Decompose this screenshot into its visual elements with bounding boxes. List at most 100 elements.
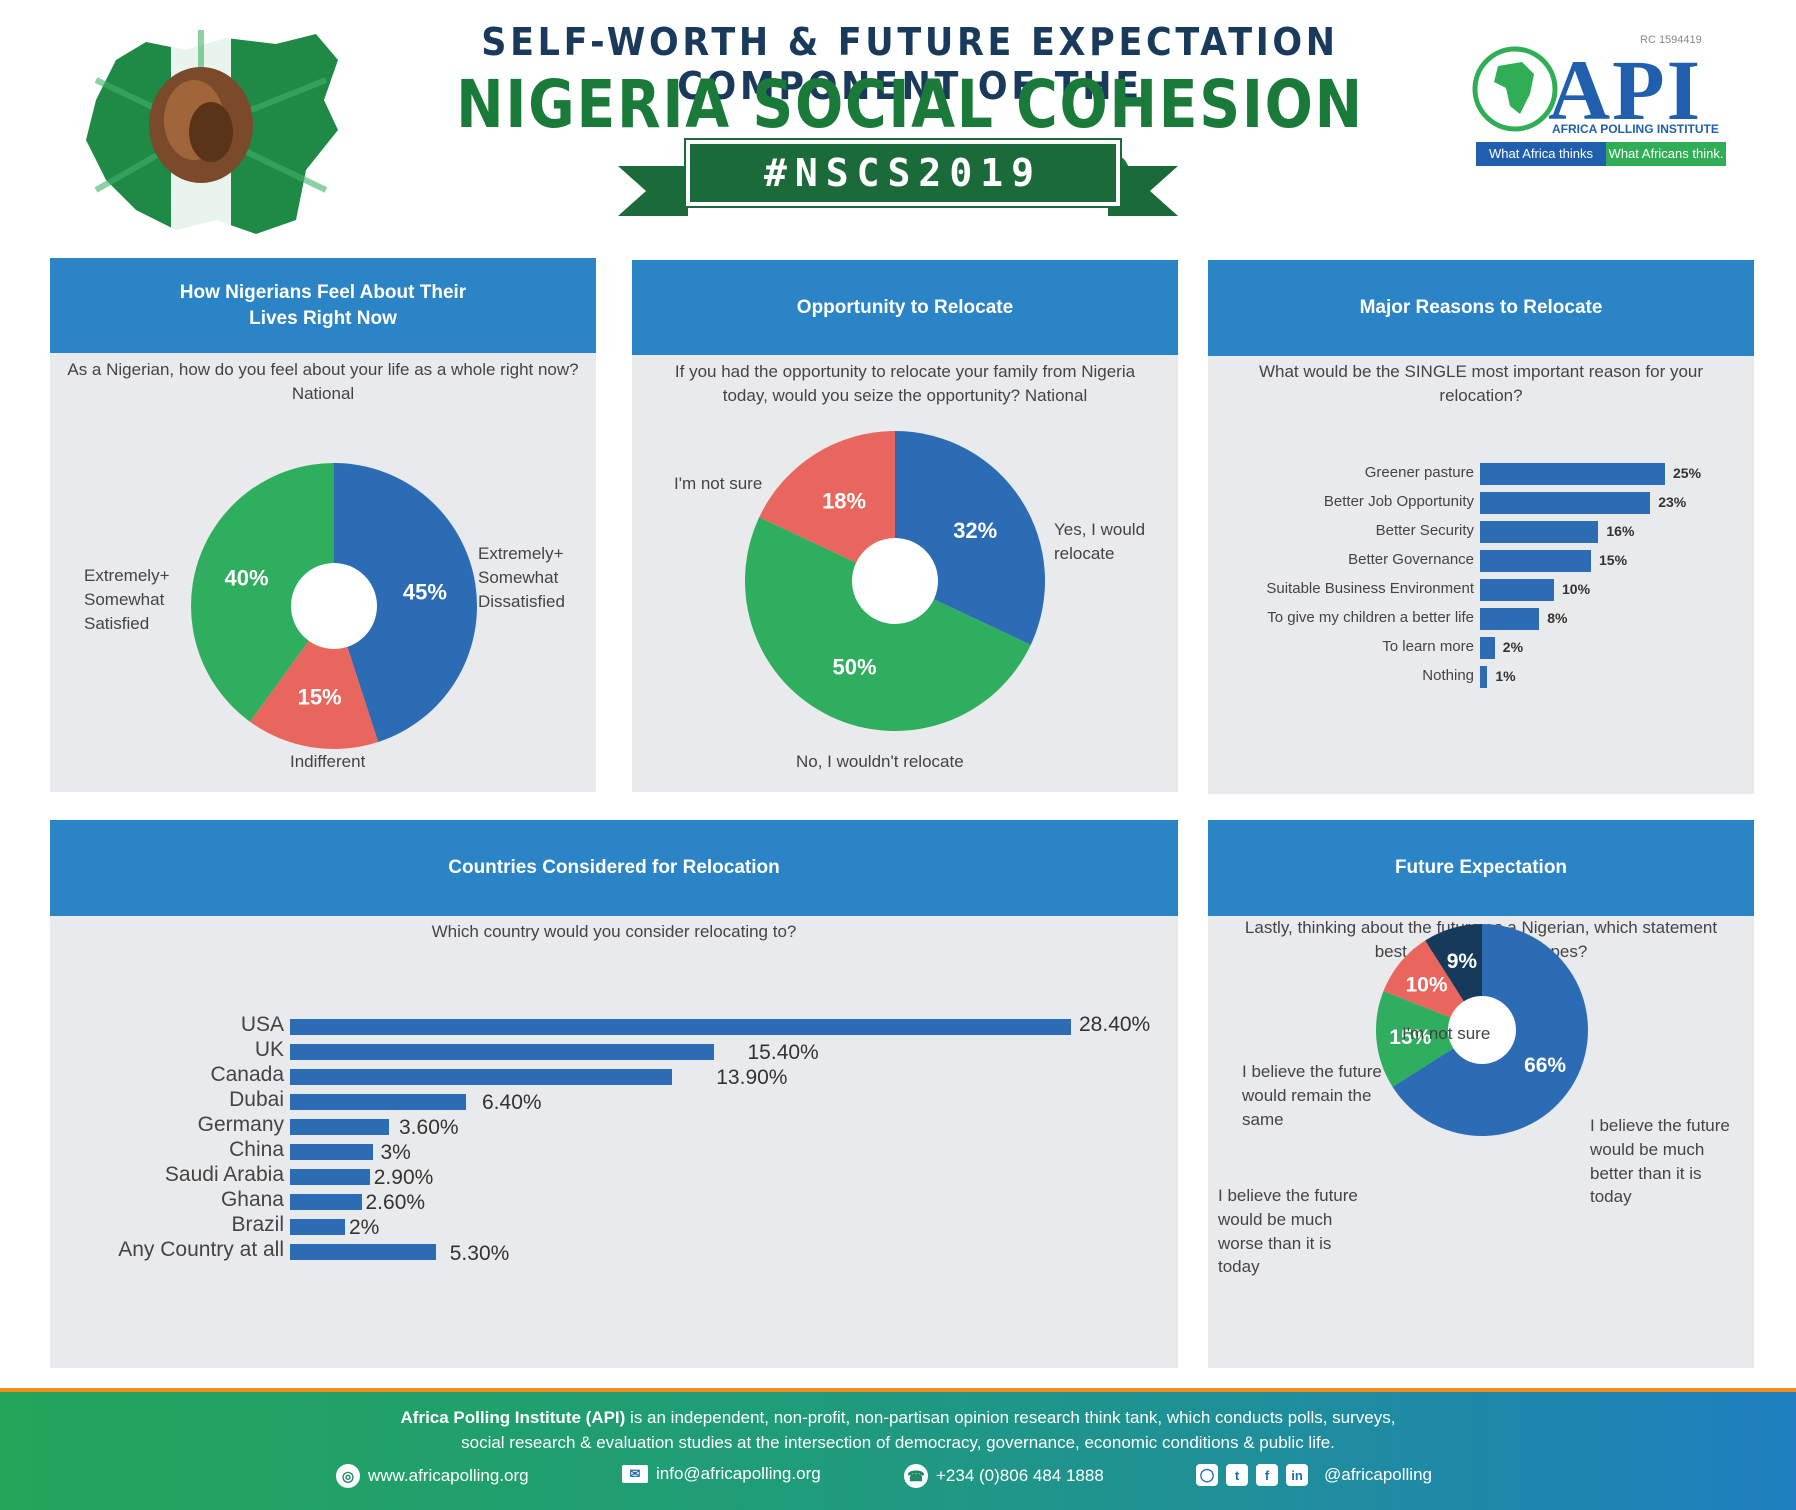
- donut-chart-relocate: 32% 50% 18%: [745, 431, 1045, 731]
- bar-category-label: Nothing: [1422, 667, 1474, 684]
- bar: [290, 1194, 362, 1210]
- bar-value-label: 2.90%: [373, 1166, 434, 1189]
- bar-value-label: 23%: [1658, 494, 1687, 510]
- pie-slice: [759, 431, 895, 581]
- panel-question: If you had the opportunity to relocate y…: [674, 362, 1136, 405]
- panel-question: What would be the SINGLE most important …: [1258, 362, 1704, 405]
- footer-description: Africa Polling Institute (API) is an ind…: [400, 1408, 1396, 1452]
- instagram-icon[interactable]: ◯: [1196, 1464, 1218, 1486]
- panel-life-feeling: How Nigerians Feel About Their Lives Righ…: [50, 258, 596, 792]
- bar: [290, 1069, 673, 1085]
- mail-icon: ✉: [622, 1465, 648, 1483]
- bar-value-label: 10%: [1562, 581, 1591, 597]
- bar-category-label: Any Country at all: [118, 1238, 284, 1261]
- panel-relocate-opportunity: Opportunity to Relocate If you had the o…: [632, 260, 1178, 792]
- slice-label: 50%: [833, 655, 877, 680]
- phone-icon: ☎: [904, 1464, 928, 1488]
- bar-category-label: China: [229, 1138, 284, 1161]
- nigeria-map-illustration: [86, 30, 338, 238]
- donut-hole: [1448, 996, 1516, 1064]
- pie-slice: [191, 463, 334, 722]
- bar: [1480, 521, 1599, 543]
- bar-value-label: 1%: [1495, 668, 1516, 684]
- bar: [290, 1019, 1071, 1035]
- bar: [1480, 637, 1495, 659]
- bar: [1480, 608, 1540, 630]
- bar-category-label: To give my children a better life: [1267, 609, 1474, 626]
- slice-label: 32%: [953, 518, 997, 543]
- logo-rc-number: RC 1594419: [1640, 34, 1702, 46]
- pie-slice: [334, 463, 477, 743]
- pie-slice: [249, 606, 379, 749]
- bar: [1480, 463, 1665, 485]
- logo-tagline-1: What Africa thinks: [1476, 142, 1606, 166]
- label-dissatisfied: Extremely+ Somewhat Dissatisfied: [478, 544, 565, 611]
- footer-website[interactable]: ◎ www.africapolling.org: [336, 1464, 529, 1488]
- bar: [1480, 550, 1591, 572]
- panel-title: Countries Considered for Relocation: [50, 820, 1178, 916]
- bar-category-label: To learn more: [1382, 638, 1474, 655]
- logo-api: API: [1548, 42, 1703, 138]
- label-not-sure: I'm not sure: [674, 474, 763, 493]
- bar-category-label: Saudi Arabia: [164, 1163, 284, 1186]
- label-yes-relocate: Yes, I would relocate: [1054, 520, 1146, 563]
- logo-institute-name: AFRICA POLLING INSTITUTE: [1552, 122, 1719, 136]
- donut-chart-life: 45% 15% 40%: [191, 463, 477, 749]
- bar-value-label: 3%: [380, 1141, 411, 1164]
- bar-chart-countries: USA 28.40% UK 15.40% Canada 13.90% Dubai 6.40% G…: [50, 820, 1178, 1368]
- footer-phone[interactable]: ☎ +234 (0)806 484 1888: [904, 1464, 1104, 1488]
- hashtag-label: #NSCS2019: [686, 140, 1120, 206]
- bar-category-label: Better Governance: [1348, 551, 1474, 568]
- panel-question: As a Nigerian, how do you feel about you…: [67, 360, 579, 403]
- pie-slice: [745, 517, 1031, 731]
- footer-email[interactable]: ✉ info@africapolling.org: [622, 1464, 821, 1484]
- slice-label: 9%: [1447, 950, 1478, 973]
- slice-label: 66%: [1524, 1054, 1566, 1077]
- panel-title: Major Reasons to Relocate: [1208, 260, 1754, 356]
- bar-value-label: 3.60%: [399, 1116, 459, 1139]
- slice-label: 10%: [1406, 973, 1448, 996]
- bar: [290, 1094, 466, 1110]
- bar: [1480, 492, 1651, 514]
- bar: [1480, 666, 1488, 688]
- bar-value-label: 15%: [1599, 552, 1628, 568]
- panel-question: Which country would you consider relocat…: [431, 922, 797, 941]
- header-subtitle: SELF-WORTH & FUTURE EXPECTATION COMPONEN…: [481, 20, 1339, 108]
- bar-value-label: 16%: [1606, 523, 1635, 539]
- bar: [290, 1169, 370, 1185]
- facebook-icon[interactable]: f: [1256, 1464, 1278, 1486]
- bar: [290, 1219, 345, 1235]
- bar-category-label: Dubai: [229, 1088, 284, 1111]
- label-indifferent: Indifferent: [290, 752, 366, 771]
- bar-category-label: UK: [254, 1038, 284, 1061]
- bar-category-label: Brazil: [231, 1213, 284, 1236]
- bar-value-label: 2.60%: [365, 1191, 426, 1214]
- bar-category-label: Germany: [197, 1113, 284, 1136]
- panel-reasons: Major Reasons to Relocate What would be …: [1208, 260, 1754, 794]
- bar-value-label: 8%: [1547, 610, 1568, 626]
- bar-value-label: 15.40%: [747, 1041, 819, 1064]
- footer: Africa Polling Institute (API) is an ind…: [0, 1388, 1796, 1510]
- bar-category-label: Better Job Opportunity: [1323, 493, 1474, 510]
- slice-label: 45%: [403, 579, 447, 604]
- bar: [290, 1119, 389, 1135]
- donut-chart-future: 66% 15% 10%9%: [1376, 924, 1588, 1136]
- footer-social[interactable]: ◯ t f in @africapolling: [1196, 1464, 1432, 1486]
- bar: [1480, 579, 1554, 601]
- bar: [290, 1244, 436, 1260]
- bar-category-label: Greener pasture: [1364, 464, 1474, 481]
- slice-label: 18%: [822, 488, 866, 513]
- donut-hole: [291, 563, 377, 649]
- label-not-sure: I'm not sure: [1402, 1024, 1491, 1043]
- slice-label: 40%: [224, 565, 268, 590]
- bar-value-label: 6.40%: [482, 1091, 542, 1114]
- panel-title: How Nigerians Feel About Their Lives Righ…: [50, 258, 596, 353]
- twitter-icon[interactable]: t: [1226, 1464, 1248, 1486]
- slice-label: 15%: [1389, 1026, 1431, 1049]
- bar-category-label: Canada: [210, 1063, 284, 1086]
- panel-countries: Countries Considered for Relocation Whic…: [50, 820, 1178, 1368]
- linkedin-icon[interactable]: in: [1286, 1464, 1308, 1486]
- bar-chart-reasons: Greener pasture 25% Better Job Opportunity…: [1208, 260, 1754, 794]
- panel-future: Future Expectation Lastly, thinking abou…: [1208, 820, 1754, 1368]
- globe-icon: ◎: [336, 1464, 360, 1488]
